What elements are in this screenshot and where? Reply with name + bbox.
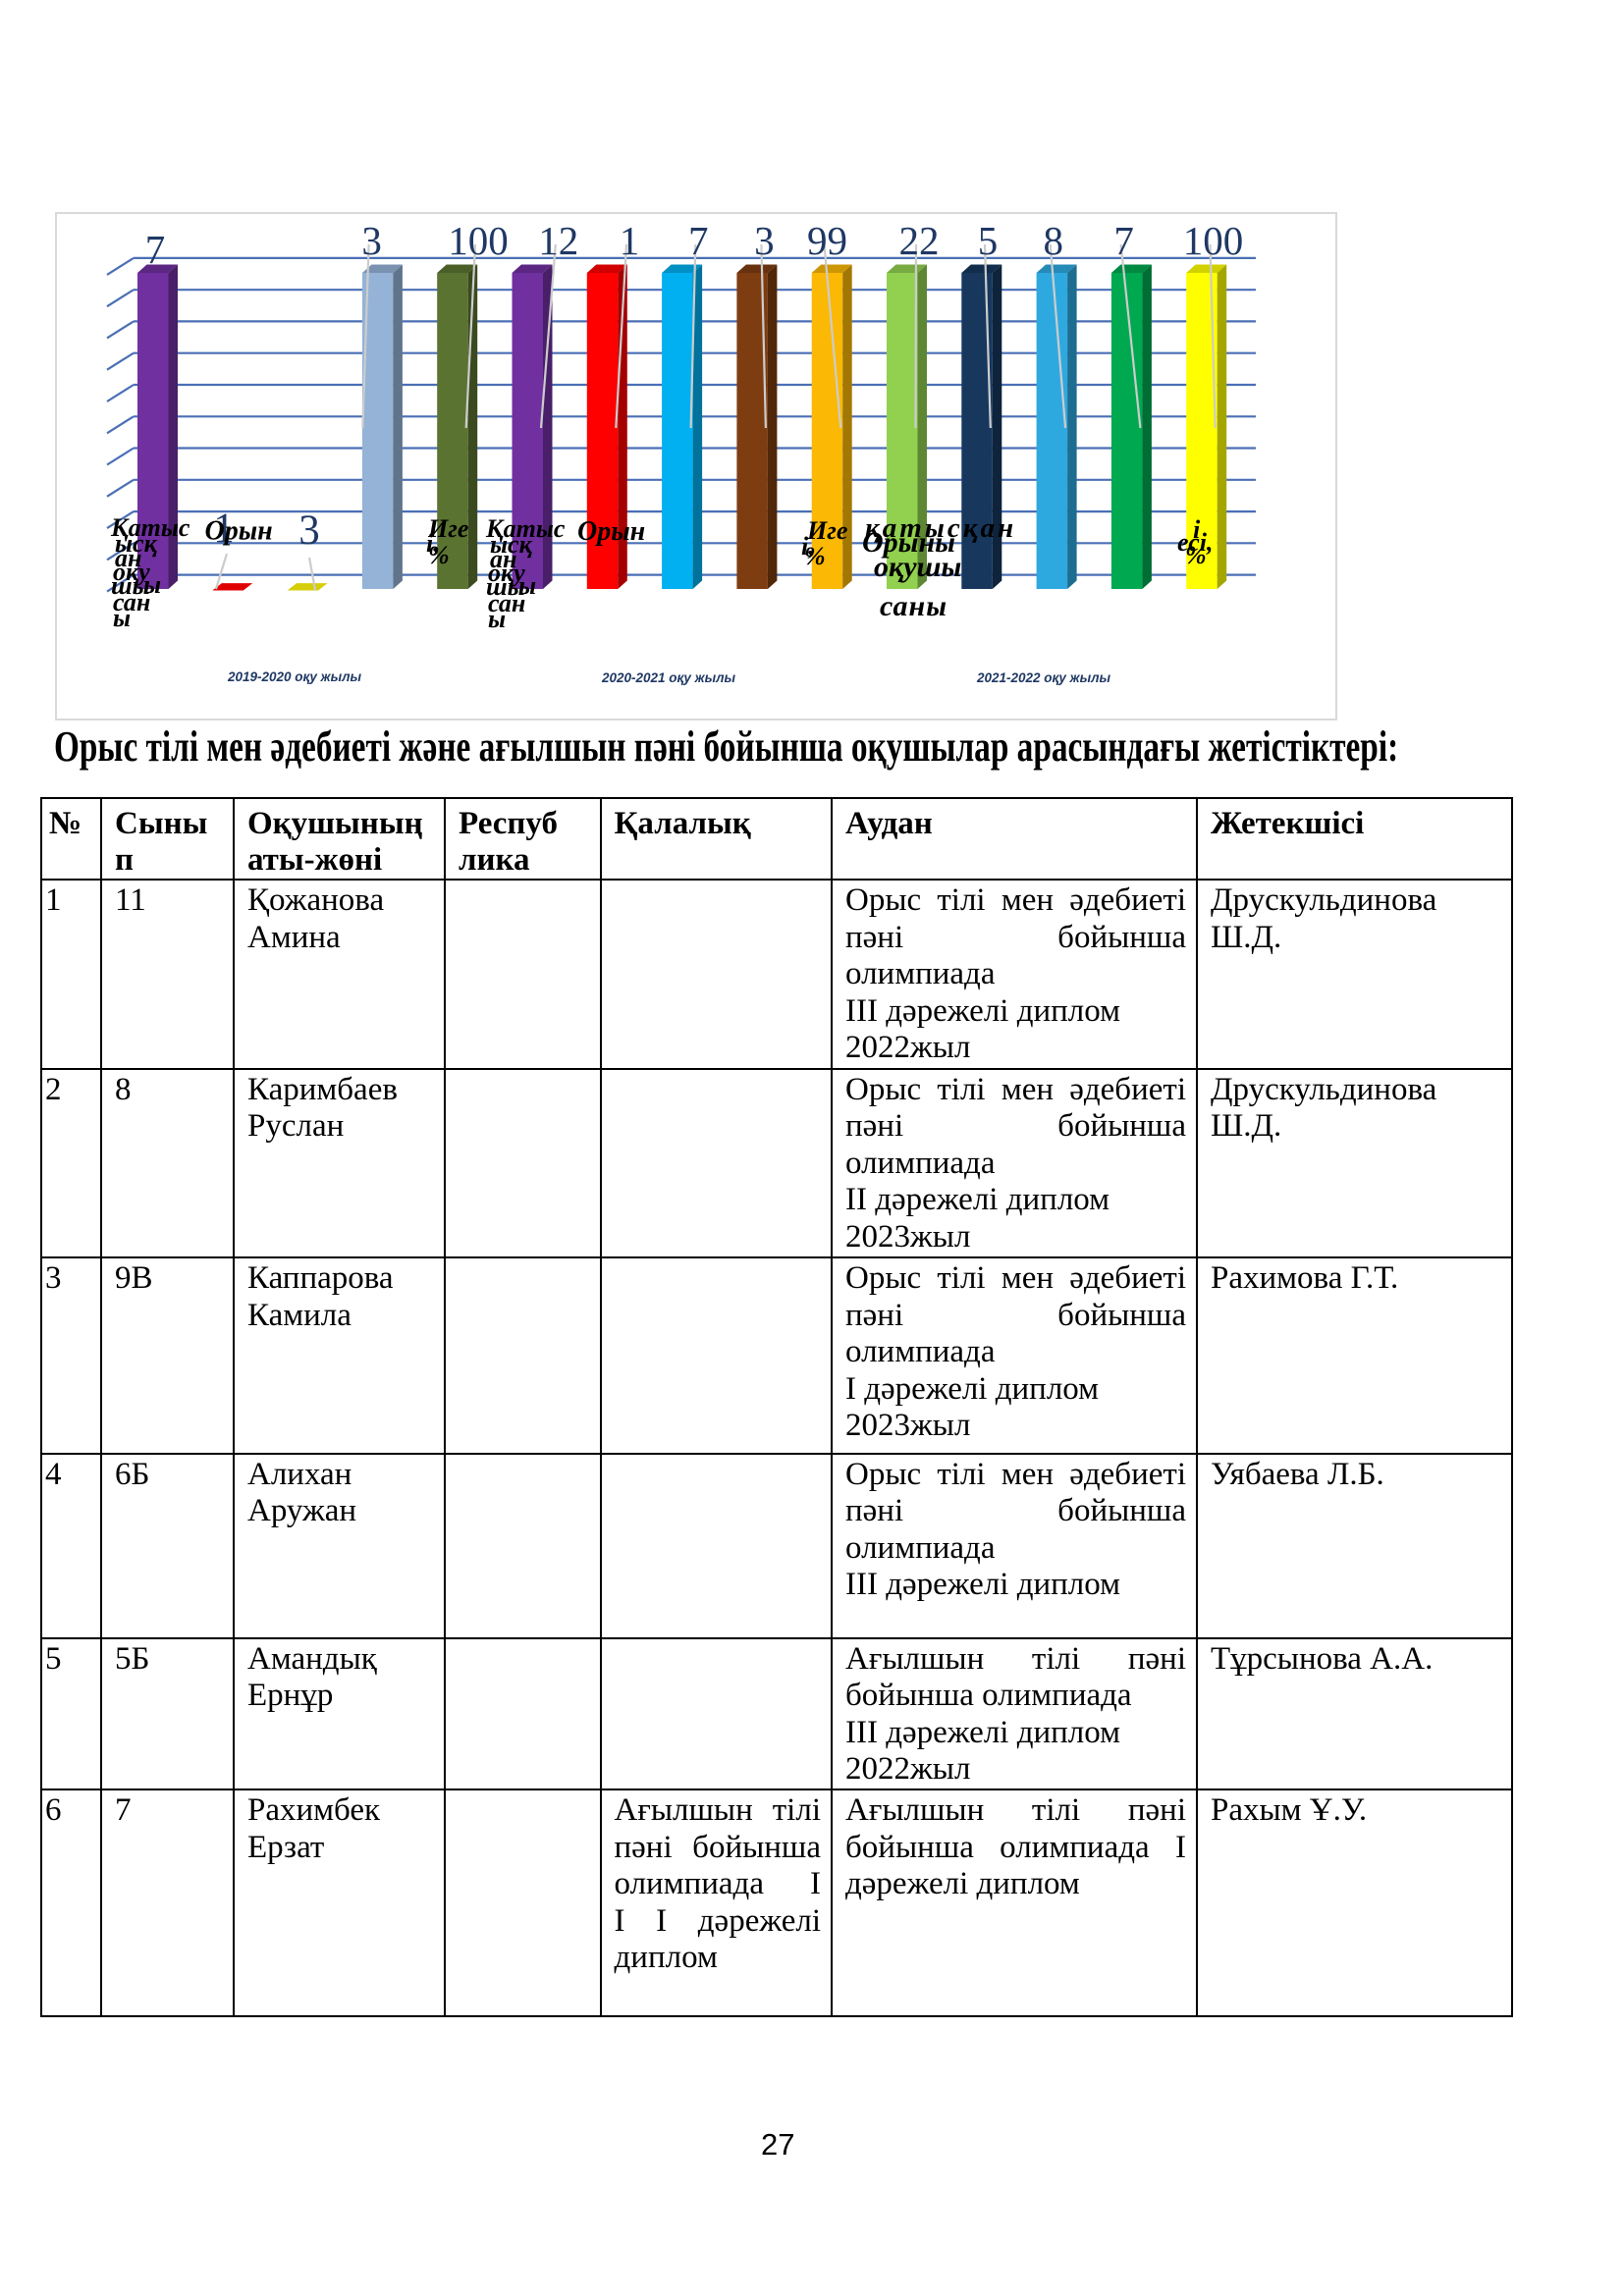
svg-text:100: 100: [448, 218, 509, 263]
svg-text:8: 8: [1043, 218, 1063, 263]
svg-text:2020-2021 оқу жылы: 2020-2021 оқу жылы: [601, 670, 736, 685]
svg-text:қатысқан: қатысқан: [865, 512, 1016, 544]
svg-text:оқу: оқу: [488, 559, 525, 587]
svg-text:ысқ: ысқ: [115, 529, 158, 558]
svg-text:Орын: Орын: [205, 516, 273, 547]
svg-text:%: %: [1185, 541, 1207, 569]
svg-text:оқу: оқу: [113, 558, 150, 586]
svg-text:7: 7: [688, 218, 709, 263]
svg-text:%: %: [428, 541, 450, 569]
svg-text:7: 7: [1113, 218, 1134, 263]
svg-text:Орыны: Орыны: [862, 526, 955, 559]
svg-text:і,: і,: [801, 532, 815, 561]
svg-text:Қатыс: Қатыс: [485, 514, 566, 543]
svg-text:і,: і,: [426, 529, 440, 558]
svg-text:сан: сан: [488, 589, 525, 617]
svg-text:5: 5: [978, 218, 999, 263]
svg-text:Иге: Иге: [427, 514, 468, 543]
svg-text:3: 3: [298, 507, 320, 554]
svg-text:есі,: есі,: [1177, 528, 1213, 557]
svg-text:100: 100: [1183, 218, 1244, 263]
svg-text:7: 7: [145, 227, 166, 272]
svg-text:ы: ы: [113, 604, 131, 632]
svg-text:1: 1: [620, 218, 640, 263]
svg-text:12: 12: [538, 218, 578, 263]
svg-text:1: 1: [213, 506, 235, 552]
svg-text:Орын: Орын: [577, 516, 645, 547]
svg-text:ысқ: ысқ: [490, 530, 533, 559]
svg-text:Иге: Иге: [806, 516, 847, 545]
svg-text:ан: ан: [490, 545, 516, 573]
svg-text:Қатыс: Қатыс: [110, 513, 190, 542]
svg-text:шы: шы: [486, 572, 525, 601]
svg-text:оқушы: оқушы: [874, 551, 961, 583]
svg-text:саны: саны: [880, 590, 947, 622]
svg-text:%: %: [804, 542, 826, 570]
svg-text:сан: сан: [113, 588, 150, 616]
svg-text:3: 3: [754, 218, 775, 263]
svg-text:ан: ан: [115, 544, 141, 572]
svg-text:2019-2020 оқу жылы: 2019-2020 оқу жылы: [227, 669, 362, 684]
svg-text:ы: ы: [488, 605, 506, 633]
svg-text:3: 3: [361, 218, 382, 263]
svg-text:22: 22: [899, 218, 940, 263]
svg-text:ы: ы: [143, 570, 161, 599]
svg-text:шы: шы: [111, 571, 150, 600]
svg-text:ы: ы: [518, 571, 536, 600]
svg-text:99: 99: [807, 218, 847, 263]
svg-text:2021-2022 оқу жылы: 2021-2022 оқу жылы: [976, 670, 1111, 685]
svg-text:і: і: [1193, 515, 1201, 544]
